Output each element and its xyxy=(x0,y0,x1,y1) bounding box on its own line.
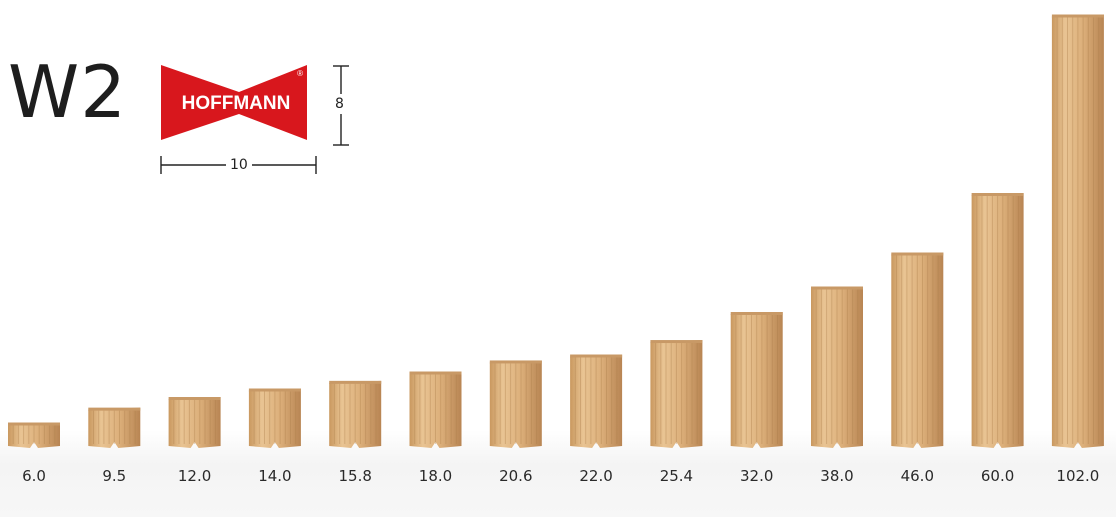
dowel-top-edge xyxy=(409,371,462,375)
dowel-top-edge xyxy=(168,397,221,400)
dowel xyxy=(1051,14,1104,448)
size-label: 14.0 xyxy=(258,467,292,485)
dowel-body xyxy=(730,312,783,448)
size-label: 38.0 xyxy=(820,467,854,485)
dowel-top-edge xyxy=(489,360,542,364)
registered-mark: ® xyxy=(297,69,303,78)
dowel xyxy=(650,340,703,448)
dowel-body xyxy=(650,340,703,448)
size-label: 18.0 xyxy=(418,467,453,485)
dowel xyxy=(248,388,301,448)
logo-brand-text: HOFFMANN xyxy=(182,93,291,114)
dowel-top-edge xyxy=(811,286,863,290)
dowel-top-edge xyxy=(570,354,623,358)
dowel xyxy=(891,252,944,448)
dowel-top-edge xyxy=(248,388,301,392)
height-dimension-label: 8 xyxy=(335,94,344,114)
dowel-body xyxy=(8,422,60,448)
dowel-top-edge xyxy=(650,340,703,344)
dowel xyxy=(329,380,382,448)
hoffmann-logo: HOFFMANN ® xyxy=(161,65,307,140)
size-label: 32.0 xyxy=(739,467,774,485)
dowel-body xyxy=(971,193,1024,448)
dowel-body xyxy=(891,252,944,448)
size-label: 15.8 xyxy=(338,467,372,485)
size-label: 20.6 xyxy=(499,467,533,485)
dowel-body xyxy=(811,286,863,448)
width-dimension-label: 10 xyxy=(226,157,252,173)
dowel xyxy=(730,312,783,448)
size-label: 60.0 xyxy=(980,467,1015,485)
size-label: 6.0 xyxy=(22,467,46,485)
dowel-body xyxy=(88,407,141,448)
dowel-top-edge xyxy=(88,407,141,411)
dowel xyxy=(88,407,141,448)
dowel-body xyxy=(1051,14,1104,448)
dowel-body xyxy=(329,380,382,448)
dowel-top-edge xyxy=(1051,14,1104,18)
dowel-body xyxy=(248,388,301,448)
dowel xyxy=(489,360,542,448)
dowel xyxy=(811,286,863,448)
size-label: 9.5 xyxy=(102,467,127,485)
dowel-top-edge xyxy=(8,422,60,426)
dowel xyxy=(409,371,462,448)
size-label: 22.0 xyxy=(579,467,613,485)
dowel-top-edge xyxy=(971,193,1024,196)
size-label: 25.4 xyxy=(659,467,694,485)
dowel xyxy=(570,354,623,448)
dowel-top-edge xyxy=(329,380,382,384)
logo-bowtie-shape xyxy=(161,65,307,140)
dowel-body xyxy=(570,354,623,448)
size-label: 102.0 xyxy=(1056,467,1100,485)
dowel-body xyxy=(489,360,542,448)
dowel-body xyxy=(409,371,462,448)
dowel xyxy=(168,397,221,448)
size-label: 46.0 xyxy=(900,467,934,485)
dowel xyxy=(8,422,60,448)
dowel-top-edge xyxy=(730,312,783,315)
dowel-body xyxy=(168,397,221,448)
model-title: W2 xyxy=(8,50,127,134)
dowel xyxy=(971,193,1024,448)
size-label: 12.0 xyxy=(177,467,212,485)
dowel-top-edge xyxy=(891,252,944,256)
